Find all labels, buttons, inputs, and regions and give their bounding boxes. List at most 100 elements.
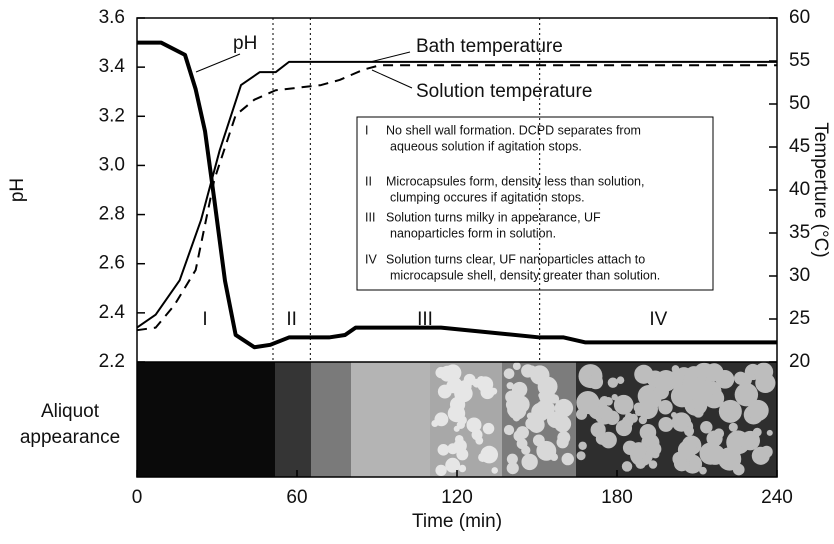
y2-tick-label: 50	[789, 93, 810, 114]
bubble	[561, 452, 574, 466]
series-line	[136, 60, 777, 329]
y2-tick-label: 40	[789, 179, 810, 200]
bubble	[729, 408, 736, 415]
label-leader	[195, 53, 241, 73]
bubble	[613, 394, 634, 415]
bubble	[751, 446, 770, 465]
y-tick-label: 2.2	[99, 351, 125, 372]
note-numeral: III	[365, 210, 375, 224]
bubble	[456, 389, 469, 401]
bubble	[528, 416, 545, 433]
y-tick-label: 3.6	[99, 7, 125, 28]
phase-label: I	[202, 309, 207, 330]
bubble	[637, 398, 658, 420]
y2-axis-title: Temperture (°C)	[810, 122, 831, 257]
bubble	[437, 384, 452, 399]
bubble	[454, 434, 464, 444]
y-tick-label: 2.8	[99, 204, 125, 225]
aliquot-label: Aliquot	[41, 401, 100, 422]
bubble	[706, 430, 723, 447]
phase-label: II	[286, 309, 297, 330]
bubble	[645, 388, 654, 398]
phase-label: III	[417, 309, 433, 330]
bubble	[578, 441, 587, 450]
bubble	[506, 453, 518, 465]
aliquot-image	[351, 362, 430, 477]
y-tick-label: 2.6	[99, 253, 125, 274]
bubble	[453, 425, 460, 432]
y2-tick-label: 35	[789, 222, 810, 243]
bubble	[699, 466, 707, 475]
bubble	[437, 443, 450, 456]
bubble	[451, 400, 458, 408]
x-tick-label: 120	[441, 487, 473, 508]
bubble	[671, 365, 680, 373]
bubble	[665, 371, 684, 389]
series-label: Bath temperature	[416, 36, 563, 57]
bubble	[634, 364, 654, 384]
bubble	[630, 442, 647, 459]
x-tick-label: 180	[601, 487, 633, 508]
y2-tick-label: 20	[789, 351, 810, 372]
bubble	[435, 464, 447, 477]
x-tick-label: 240	[761, 487, 793, 508]
bubble	[491, 467, 499, 474]
y2-tick-label: 45	[789, 136, 810, 157]
bubble	[670, 384, 694, 408]
bubble	[604, 397, 613, 406]
y-tick-label: 3.4	[99, 56, 126, 77]
note-numeral: II	[365, 174, 372, 188]
y-tick-label: 3.2	[99, 105, 125, 126]
bubble	[658, 416, 674, 432]
bubble	[728, 422, 738, 432]
note-numeral: IV	[365, 252, 377, 266]
bubble	[477, 376, 494, 393]
y2-tick-label: 30	[789, 265, 810, 286]
bubble	[576, 391, 600, 415]
bubble	[431, 420, 439, 427]
bubble	[507, 401, 527, 420]
bubble	[704, 444, 726, 465]
bubble	[480, 445, 499, 464]
aliquot-image	[275, 362, 311, 477]
series-line	[137, 40, 777, 350]
bubble	[590, 422, 606, 438]
bubble	[615, 419, 633, 437]
note-text: clumping occures if agitation stops.	[390, 190, 585, 204]
note-text: Solution turns clear, UF nanoparticles a…	[386, 252, 645, 266]
bubble	[521, 453, 538, 471]
bubble	[556, 436, 569, 449]
series-label: Solution temperature	[416, 81, 592, 102]
bubble	[696, 380, 714, 399]
bubble	[516, 426, 529, 440]
aliquot-image	[311, 362, 351, 477]
y-tick-label: 3.0	[99, 154, 125, 175]
label-leader	[371, 69, 413, 89]
bubble	[670, 411, 678, 418]
bubble	[447, 404, 466, 423]
bubble	[458, 464, 467, 473]
bubble	[654, 384, 669, 400]
bubble	[635, 458, 646, 469]
bubble	[683, 426, 695, 437]
note-text: nanoparticles form in solution.	[390, 226, 556, 240]
bubble	[733, 371, 748, 385]
label-leader	[369, 51, 411, 63]
bubble	[677, 440, 697, 460]
bubble	[557, 420, 570, 433]
aliquot-strip	[137, 362, 777, 477]
bubble	[700, 421, 713, 434]
bubble	[747, 399, 769, 422]
bubble	[628, 413, 638, 423]
bubble	[482, 422, 495, 435]
bubble	[616, 376, 625, 384]
bubble	[538, 392, 545, 399]
bubble	[475, 436, 484, 445]
y2-tick-label: 25	[789, 308, 810, 329]
bubble	[621, 461, 633, 472]
bubble	[512, 362, 521, 371]
y-tick-label: 2.4	[99, 302, 126, 323]
y-axis-title: pH	[7, 178, 28, 202]
bubble	[658, 400, 673, 415]
